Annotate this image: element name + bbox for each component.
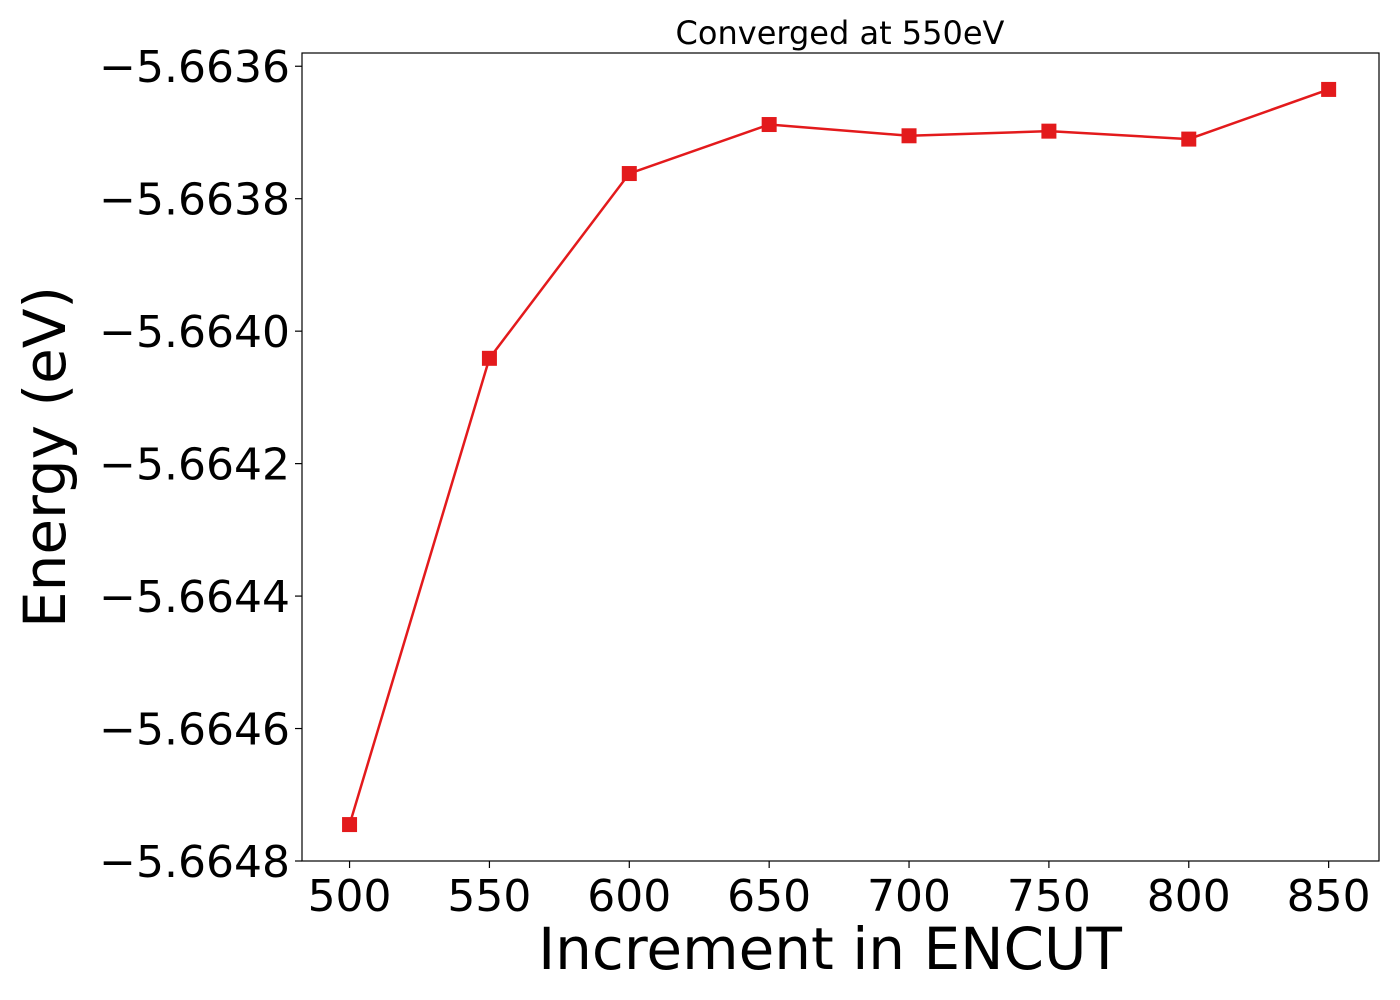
data-point (761, 117, 777, 133)
y-tick-label: −5.6646 (99, 705, 290, 756)
x-tick-label: 650 (727, 871, 811, 922)
y-axis-title: Energy (eV) (11, 286, 79, 628)
y-tick-label: −5.6644 (99, 572, 290, 623)
y-tick-label: −5.6648 (99, 837, 290, 888)
series-line (348, 88, 1330, 825)
data-point (1181, 131, 1197, 147)
x-tick-label: 550 (447, 871, 531, 922)
x-tick-label: 800 (1147, 871, 1231, 922)
y-axis: −5.6648 −5.6646 −5.6644 −5.6642 −5.6640 −5.66… (99, 42, 302, 888)
y-tick-label: −5.6638 (99, 175, 290, 226)
x-tick-label: 750 (1007, 871, 1091, 922)
y-tick-label: −5.6636 (99, 42, 290, 93)
data-point (901, 128, 917, 144)
x-tick-label: 700 (867, 871, 951, 922)
data-point (621, 166, 637, 182)
x-tick-label: 500 (308, 871, 392, 922)
x-axis: 500 550 600 650 700 750 800 850 (308, 861, 1371, 922)
data-point (481, 350, 497, 366)
y-tick-label: −5.6642 (99, 440, 290, 491)
chart-title: Converged at 550eV (676, 14, 1005, 52)
data-point (1041, 123, 1057, 139)
plot-area (301, 52, 1380, 862)
data-point (1321, 81, 1337, 97)
x-tick-label: 600 (587, 871, 671, 922)
series-layer (342, 81, 1337, 833)
x-axis-title: Increment in ENCUT (538, 915, 1122, 983)
data-point (342, 817, 358, 833)
y-tick-label: −5.6640 (99, 307, 290, 358)
x-tick-label: 850 (1287, 871, 1371, 922)
